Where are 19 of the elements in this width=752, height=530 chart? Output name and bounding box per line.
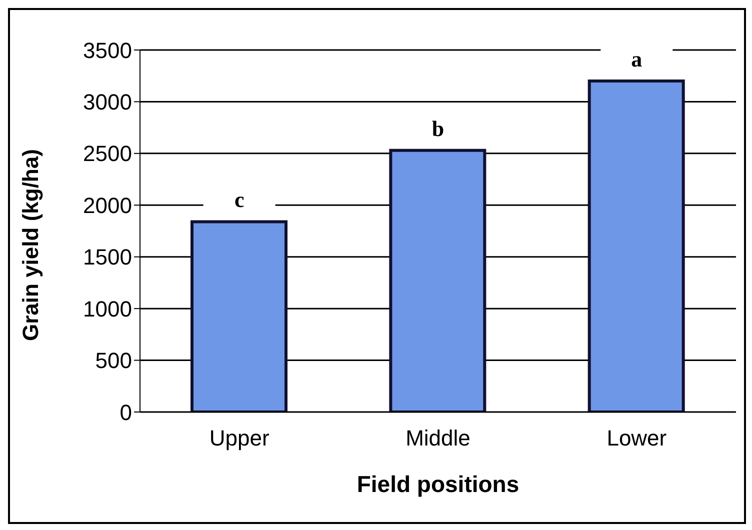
y-tick-label: 2500 xyxy=(83,141,132,166)
bar xyxy=(190,220,288,412)
y-tick-label: 1500 xyxy=(83,244,132,270)
annotation: b xyxy=(432,116,444,141)
y-tick-label: 3000 xyxy=(83,90,132,115)
x-axis-title: Field positions xyxy=(356,471,520,497)
y-axis-title: Grain yield (kg/ha) xyxy=(18,149,43,341)
x-tick-label: Lower xyxy=(606,426,667,451)
y-tick-label: 3500 xyxy=(83,38,132,63)
x-tick-label: Middle xyxy=(406,426,470,451)
x-tick-label: Upper xyxy=(209,426,270,451)
annotation: a xyxy=(631,46,642,72)
y-tick-label: 2000 xyxy=(83,192,132,218)
bar xyxy=(389,148,486,412)
y-tick-label: 0 xyxy=(120,400,132,425)
y-tick-label: 500 xyxy=(95,348,132,374)
annotation: c xyxy=(234,187,244,212)
y-tick-label: 1000 xyxy=(83,296,132,322)
bar xyxy=(588,80,685,412)
